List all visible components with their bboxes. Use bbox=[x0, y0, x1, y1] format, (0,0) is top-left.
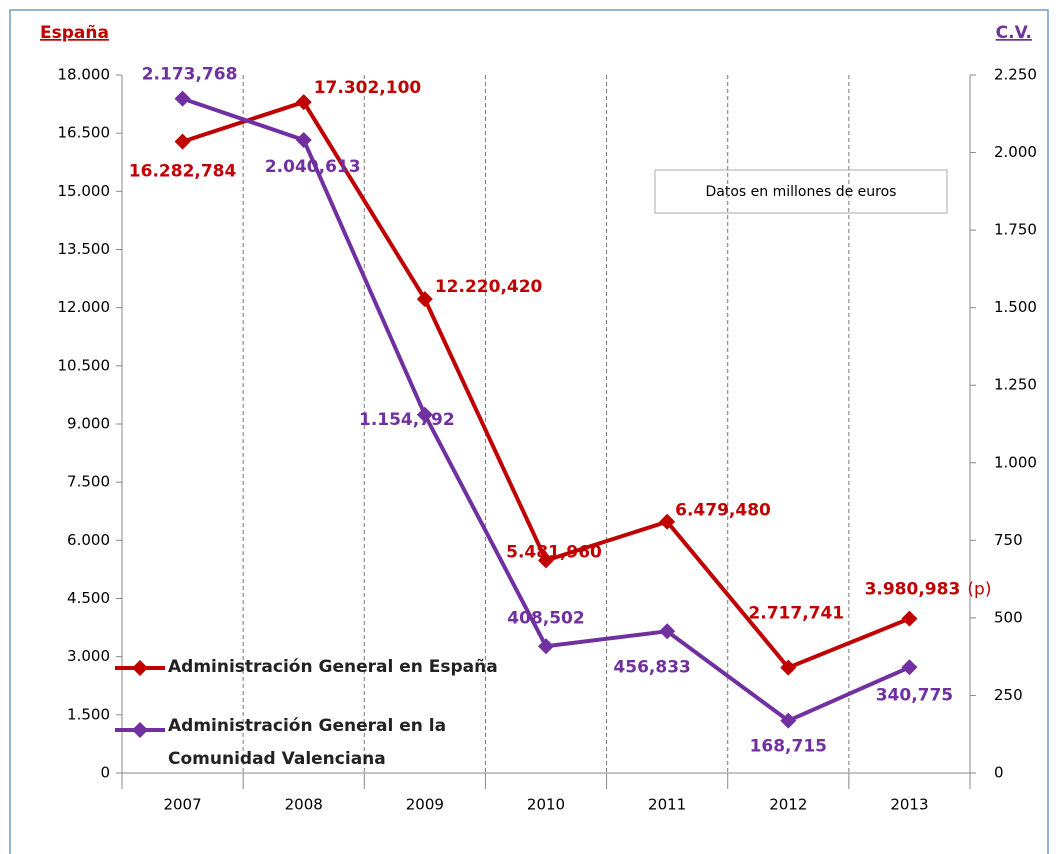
y2-tick-label: 500 bbox=[994, 608, 1023, 626]
y-tick-label: 10.500 bbox=[58, 356, 111, 374]
marker bbox=[295, 94, 312, 111]
legend-label: Administración General en España bbox=[168, 657, 498, 677]
y-tick-label: 15.000 bbox=[58, 182, 111, 200]
value-label: 2.040,613 bbox=[265, 157, 361, 177]
y2-tick-label: 1.000 bbox=[994, 453, 1037, 471]
y2-tick-label: 1.500 bbox=[994, 298, 1037, 316]
marker bbox=[174, 133, 191, 150]
value-label: 16.282,784 bbox=[129, 162, 237, 182]
value-label: 408,502 bbox=[507, 608, 584, 628]
y-tick-label: 12.000 bbox=[58, 298, 111, 316]
value-label: 12.220,420 bbox=[435, 277, 543, 297]
y-tick-label: 3.000 bbox=[67, 647, 110, 665]
marker bbox=[901, 610, 918, 627]
y2-tick-label: 1.750 bbox=[994, 221, 1037, 239]
y-tick-label: 0 bbox=[100, 764, 110, 782]
value-label: 1.154,792 bbox=[359, 410, 455, 430]
y-tick-label: 6.000 bbox=[67, 531, 110, 549]
marker bbox=[295, 131, 312, 148]
marker bbox=[780, 659, 797, 676]
x-tick-label: 2010 bbox=[527, 796, 565, 814]
marker bbox=[538, 552, 554, 569]
y-tick-label: 16.500 bbox=[58, 124, 111, 142]
marker bbox=[780, 712, 797, 729]
value-label: 3.980,983 bbox=[865, 580, 961, 600]
value-label: 2.173,768 bbox=[142, 65, 238, 85]
value-label: 2.717,741 bbox=[748, 604, 844, 624]
y-tick-label: 18.000 bbox=[58, 66, 111, 84]
marker bbox=[901, 659, 918, 676]
y-tick-label: 4.500 bbox=[67, 589, 110, 607]
x-tick-label: 2013 bbox=[890, 796, 928, 814]
y2-tick-label: 2.250 bbox=[994, 66, 1037, 84]
y-tick-label: 13.500 bbox=[58, 240, 111, 258]
note: Datos en millones de euros bbox=[706, 184, 897, 200]
y2-tick-label: 750 bbox=[994, 531, 1023, 549]
y2-axis-label: C.V. bbox=[996, 23, 1032, 43]
marker bbox=[416, 406, 433, 423]
marker bbox=[538, 638, 554, 655]
value-label: 6.479,480 bbox=[675, 501, 771, 521]
x-tick-label: 2008 bbox=[285, 796, 323, 814]
value-label: 340,775 bbox=[876, 685, 953, 705]
legend-label: Administración General en la Comunidad V… bbox=[168, 716, 447, 769]
y-tick-label: 7.500 bbox=[67, 473, 110, 491]
x-tick-label: 2012 bbox=[769, 796, 807, 814]
y2-tick-label: 1.250 bbox=[994, 376, 1037, 394]
annotation: (p) bbox=[967, 580, 991, 600]
x-tick-label: 2009 bbox=[406, 796, 444, 814]
marker bbox=[659, 513, 676, 530]
chart-border bbox=[9, 9, 1049, 854]
y-axis-label: España bbox=[40, 23, 109, 43]
value-label: 168,715 bbox=[750, 737, 827, 757]
y2-tick-label: 0 bbox=[994, 764, 1004, 782]
note-box bbox=[654, 169, 948, 214]
marker bbox=[416, 291, 433, 308]
x-tick-label: 2007 bbox=[163, 796, 201, 814]
marker bbox=[659, 623, 676, 640]
marker bbox=[174, 90, 191, 107]
x-tick-label: 2011 bbox=[648, 796, 686, 814]
value-label: 456,833 bbox=[613, 657, 690, 677]
legend-marker bbox=[132, 660, 148, 676]
y2-tick-label: 250 bbox=[994, 686, 1023, 704]
y-tick-label: 9.000 bbox=[67, 415, 110, 433]
y2-tick-label: 2.000 bbox=[994, 143, 1037, 161]
value-label: 17.302,100 bbox=[314, 78, 422, 98]
y-tick-label: 1.500 bbox=[67, 705, 110, 723]
value-label: 5.481,960 bbox=[506, 542, 602, 562]
legend-marker bbox=[132, 722, 148, 738]
